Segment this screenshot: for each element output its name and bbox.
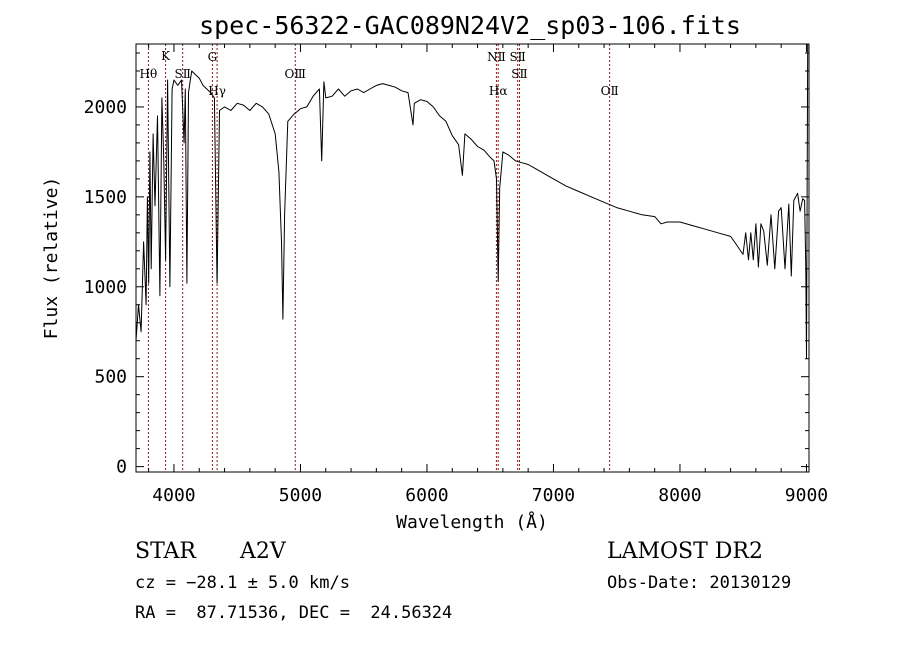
object-class: STAR: [135, 539, 196, 564]
y-axis-label: Flux (relative): [41, 177, 62, 340]
spectral-line-label: K: [161, 49, 171, 63]
spectral-line-label: SⅡ: [509, 50, 525, 64]
x-tick-label: 6000: [405, 485, 448, 506]
x-axis-label: Wavelength (Å): [396, 511, 548, 533]
observation-date: Obs-Date: 20130129: [607, 573, 792, 593]
y-tick-label: 500: [94, 367, 127, 388]
object-subclass: A2V: [240, 539, 286, 564]
spectral-line-label: G: [208, 50, 218, 64]
spectrum-line: [135, 43, 809, 360]
coordinates-text: RA = 87.71536, DEC = 24.56324: [135, 603, 453, 623]
spectral-line-label: SⅡ: [174, 67, 190, 81]
x-tick-label: 8000: [658, 485, 701, 506]
x-tick-label: 4000: [152, 485, 195, 506]
spectral-line-label: OⅡ: [601, 84, 619, 98]
spectral-line-label: OⅢ: [285, 67, 306, 81]
y-axis-ticks: 0 500 1000 1500 2000: [84, 52, 809, 478]
x-tick-label: 5000: [279, 485, 322, 506]
spectral-line-label: Hγ: [208, 84, 226, 98]
chart-title: spec-56322-GAC089N24V2_sp03-106.fits: [199, 11, 741, 40]
survey-name: LAMOST DR2: [607, 539, 763, 564]
spectral-line-label: NⅡ: [487, 50, 506, 64]
y-tick-label: 0: [116, 457, 127, 478]
redshift-text: cz = −28.1 ± 5.0 km/s: [135, 573, 350, 593]
y-tick-label: 2000: [84, 97, 127, 118]
spectral-line-label: Hα: [489, 84, 508, 98]
x-tick-label: 9000: [785, 485, 828, 506]
x-tick-label: 7000: [532, 485, 575, 506]
x-axis-ticks: 4000 5000 6000 7000 8000 9000: [148, 44, 828, 506]
plot-frame: [135, 43, 810, 473]
y-tick-label: 1000: [84, 277, 127, 298]
spectral-line-label: Hθ: [140, 67, 158, 81]
spectral-line-label: SⅡ: [511, 67, 527, 81]
y-tick-label: 1500: [84, 187, 127, 208]
